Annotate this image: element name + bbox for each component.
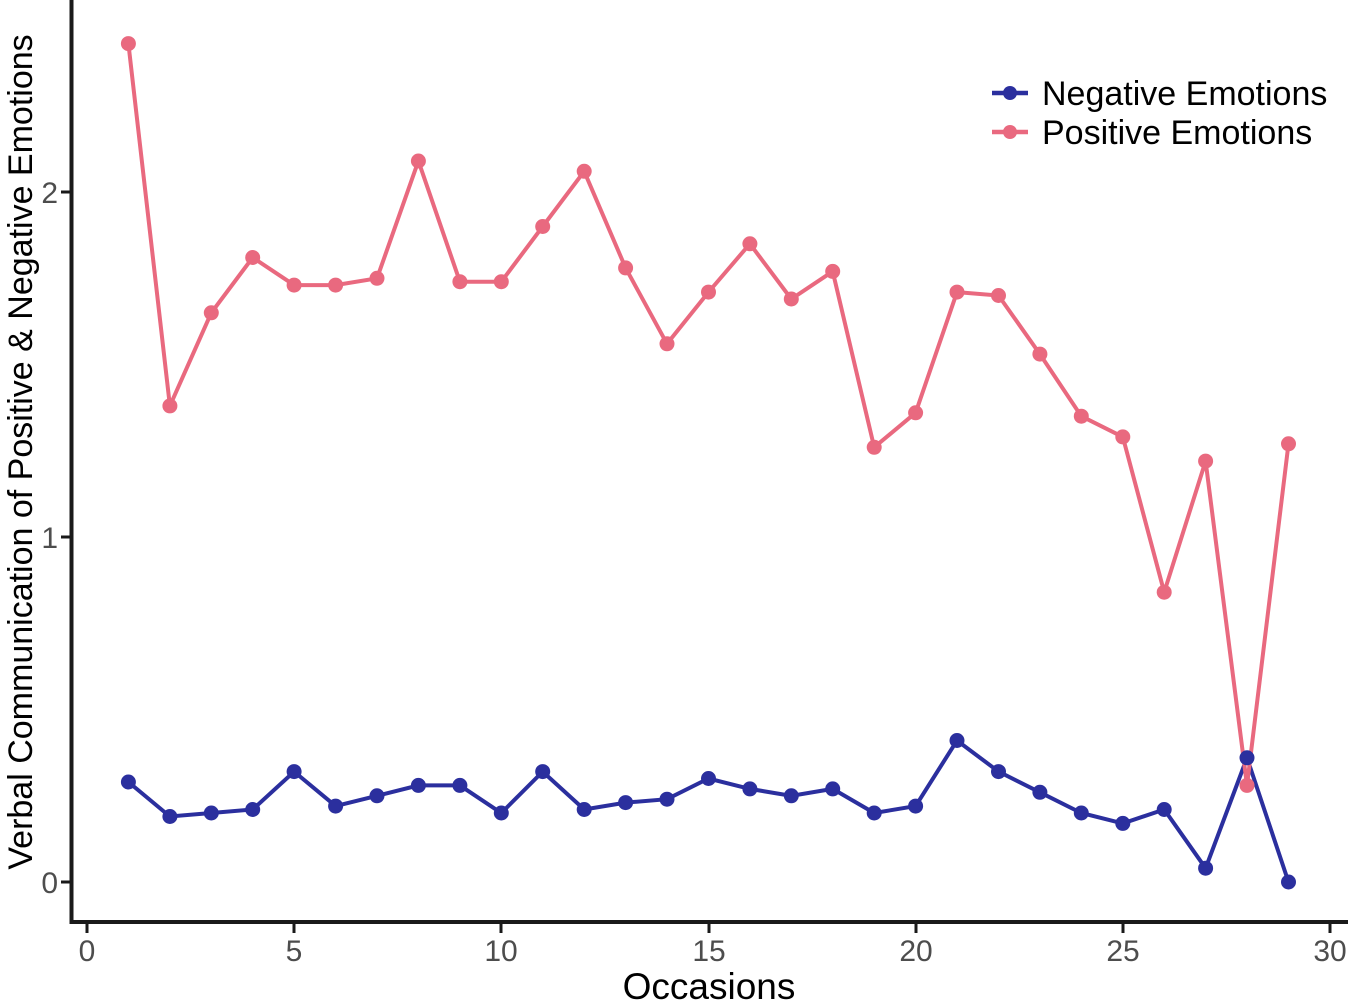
positive-emotions-point <box>618 260 634 276</box>
x-axis-title: Occasions <box>623 966 796 1001</box>
positive-emotions-point <box>576 163 592 179</box>
negative-emotions-points <box>120 733 1296 890</box>
y-tick-label: 1 <box>41 522 58 555</box>
negative-emotions-point <box>1156 802 1172 817</box>
positive-emotions-point <box>245 250 261 265</box>
negative-emotions-point <box>783 788 799 804</box>
y-axis-ticks <box>61 190 70 884</box>
positive-emotions-point <box>701 284 716 300</box>
negative-emotions-point <box>659 791 675 807</box>
negative-emotions-point <box>535 764 551 780</box>
legend-entry-positive: Positive Emotions <box>992 114 1312 152</box>
positive-emotions-point <box>742 236 758 252</box>
negative-emotions-point <box>1073 805 1089 821</box>
x-tick-label: 5 <box>286 935 303 968</box>
legend-key-dot-negative <box>1003 86 1017 100</box>
negative-emotions-line <box>127 737 1291 883</box>
negative-emotions-point <box>742 781 758 797</box>
positive-emotions-point <box>410 153 426 169</box>
y-axis-tick-labels: 0 1 2 <box>41 177 58 900</box>
positive-emotions-point <box>908 405 924 421</box>
negative-emotions-point <box>1239 750 1255 766</box>
positive-emotions-point <box>1073 408 1089 424</box>
negative-emotions-point <box>203 805 219 821</box>
positive-emotions-point <box>1281 436 1296 452</box>
positive-emotions-point <box>369 270 385 286</box>
negative-emotions-point <box>245 802 261 817</box>
negative-emotions-point <box>1281 874 1296 890</box>
negative-emotions-point <box>162 809 178 824</box>
positive-emotions-point <box>866 439 882 455</box>
y-tick-label: 2 <box>41 177 58 210</box>
positive-emotions-point <box>783 291 799 307</box>
positive-emotions-point <box>120 36 136 52</box>
positive-emotions-point <box>1032 346 1048 362</box>
negative-emotions-point <box>866 805 882 821</box>
x-tick-label: 0 <box>79 935 96 968</box>
positive-emotions-point <box>825 263 841 279</box>
positive-emotions-point <box>1239 777 1255 793</box>
negative-emotions-point <box>908 798 924 814</box>
legend-key-dot-positive <box>1003 125 1017 139</box>
legend: Negative Emotions Positive Emotions <box>992 75 1327 152</box>
y-axis-title: Verbal Communication of Positive & Negat… <box>2 34 40 869</box>
positive-emotions-point <box>493 274 509 290</box>
x-axis-tick-labels: 0 5 10 15 20 25 30 <box>79 935 1347 968</box>
positive-emotions-point <box>452 274 468 290</box>
negative-emotions-point <box>369 788 385 804</box>
y-tick-label: 0 <box>41 867 58 900</box>
negative-emotions-point <box>120 774 136 790</box>
positive-emotions-point <box>328 277 344 293</box>
x-tick-label: 25 <box>1106 935 1139 968</box>
positive-emotions-point <box>949 284 965 300</box>
negative-emotions-point <box>452 777 468 793</box>
legend-label-negative: Negative Emotions <box>1042 75 1327 113</box>
negative-emotions-point <box>825 781 841 797</box>
legend-entry-negative: Negative Emotions <box>992 75 1327 113</box>
x-tick-label: 20 <box>899 935 932 968</box>
x-tick-label: 15 <box>692 935 725 968</box>
positive-emotions-point <box>659 336 675 352</box>
positive-emotions-point <box>286 277 302 293</box>
negative-emotions-point <box>1032 784 1048 800</box>
positive-emotions-points <box>120 36 1296 793</box>
legend-label-positive: Positive Emotions <box>1042 114 1312 152</box>
positive-emotions-point <box>1115 429 1131 445</box>
negative-emotions-point <box>949 733 965 748</box>
positive-emotions-point <box>535 219 551 234</box>
negative-emotions-point <box>1115 815 1131 831</box>
x-tick-label: 10 <box>484 935 517 968</box>
x-axis-ticks <box>85 924 1332 933</box>
negative-emotions-point <box>286 764 302 780</box>
x-tick-label: 30 <box>1313 935 1346 968</box>
negative-emotions-point <box>410 777 426 793</box>
positive-emotions-point <box>203 305 219 321</box>
negative-emotions-point <box>1198 860 1214 876</box>
negative-emotions-point <box>576 802 592 817</box>
negative-emotions-point <box>991 764 1006 780</box>
positive-emotions-point <box>162 398 178 414</box>
positive-emotions-line <box>126 43 1291 786</box>
negative-emotions-point <box>493 805 509 821</box>
negative-emotions-point <box>618 795 634 811</box>
positive-emotions-point <box>1156 584 1172 600</box>
negative-emotions-point <box>701 771 716 786</box>
positive-emotions-point <box>991 288 1006 303</box>
positive-emotions-point <box>1198 453 1214 469</box>
negative-emotions-point <box>328 798 344 814</box>
